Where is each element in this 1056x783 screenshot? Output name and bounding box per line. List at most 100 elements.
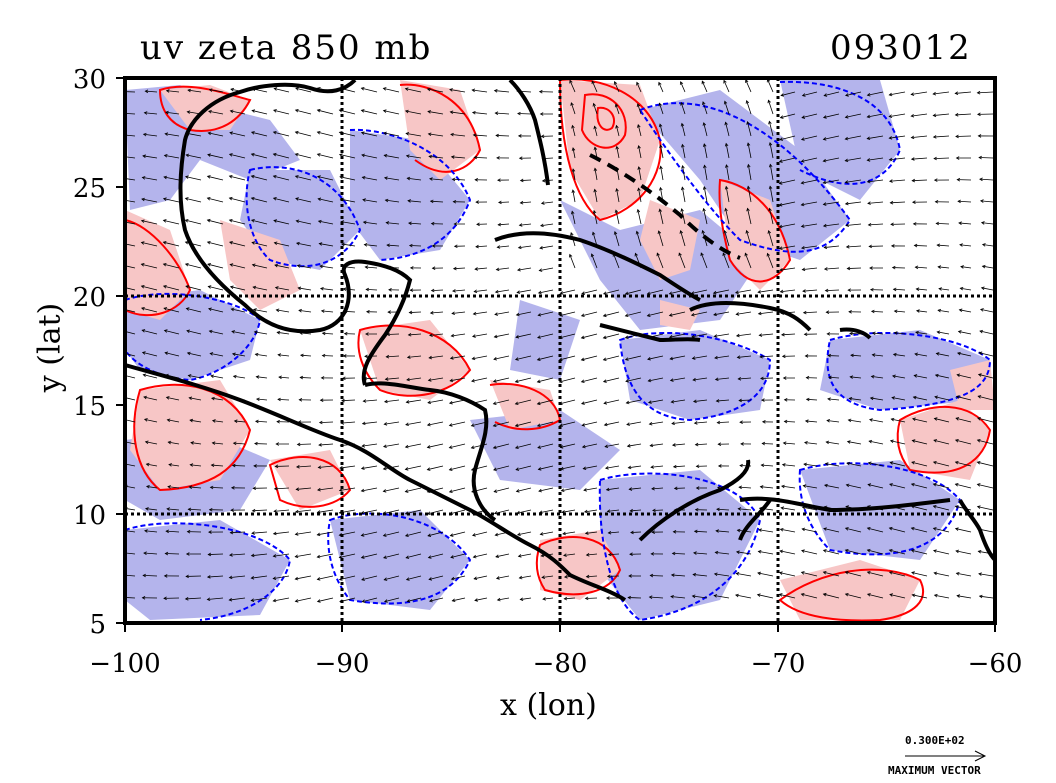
wind-vector-head bbox=[891, 396, 896, 400]
wind-vector-head bbox=[142, 373, 147, 377]
wind-vector bbox=[591, 80, 598, 93]
wind-vector-head bbox=[278, 375, 282, 380]
wind-vector bbox=[539, 509, 554, 514]
wind-vector bbox=[758, 289, 774, 293]
wind-vector-head bbox=[783, 419, 788, 424]
wind-vector bbox=[693, 552, 708, 555]
wind-vector bbox=[761, 464, 774, 467]
wind-vector bbox=[823, 549, 840, 555]
wind-vector bbox=[144, 418, 158, 423]
wind-vector bbox=[823, 223, 840, 227]
wind-vector bbox=[824, 506, 840, 511]
wind-vector-head bbox=[250, 598, 255, 602]
wind-vector-head bbox=[163, 574, 168, 578]
wind-vector-head bbox=[364, 265, 369, 269]
wind-vector bbox=[616, 125, 620, 137]
wind-vector-head bbox=[168, 463, 172, 467]
wind-vector bbox=[427, 111, 444, 115]
wind-vector-head bbox=[229, 109, 234, 114]
tick-marks bbox=[116, 77, 996, 632]
wind-vector bbox=[845, 571, 862, 577]
wind-vector-head bbox=[659, 186, 663, 191]
wind-vector bbox=[867, 157, 884, 161]
wind-vector bbox=[429, 575, 444, 580]
wind-vector bbox=[208, 286, 224, 291]
wind-vector-head bbox=[672, 464, 677, 469]
wind-vector-head bbox=[758, 506, 763, 511]
wind-vector bbox=[845, 113, 862, 118]
wind-vector-head bbox=[668, 313, 673, 317]
wind-vector bbox=[166, 90, 180, 93]
wind-vector-head bbox=[229, 553, 233, 557]
wind-vector bbox=[146, 486, 158, 489]
wind-vector-head bbox=[780, 93, 785, 97]
wind-vector bbox=[187, 352, 202, 357]
wind-vector bbox=[977, 528, 994, 533]
wind-vector bbox=[651, 465, 664, 468]
wind-vector-head bbox=[804, 419, 809, 423]
wind-vector-head bbox=[650, 465, 654, 469]
wind-vector-head bbox=[580, 335, 585, 340]
wind-vector bbox=[166, 396, 180, 401]
wind-vector-head bbox=[360, 109, 365, 113]
wind-vector bbox=[586, 553, 598, 556]
wind-vector bbox=[163, 307, 180, 313]
wind-vector bbox=[211, 397, 224, 401]
wind-vector bbox=[625, 311, 642, 317]
wind-vector bbox=[317, 131, 334, 137]
wind-vector-head bbox=[406, 377, 410, 382]
wind-vector-head bbox=[956, 177, 961, 182]
wind-vector bbox=[234, 420, 246, 423]
wind-vector bbox=[383, 110, 400, 115]
wind-vector bbox=[210, 352, 224, 357]
wind-vector bbox=[185, 241, 202, 247]
wind-vector-head bbox=[493, 467, 497, 471]
wind-vector-head bbox=[957, 351, 961, 356]
wind-vector bbox=[538, 311, 554, 316]
wind-vector-head bbox=[165, 110, 169, 115]
wind-vector-head bbox=[471, 88, 476, 93]
wind-vector bbox=[934, 157, 950, 159]
wind-vector-head bbox=[637, 166, 641, 170]
wind-vector-head bbox=[717, 464, 722, 468]
wind-vector bbox=[916, 288, 928, 291]
wind-vector bbox=[605, 465, 620, 469]
wind-vector-head bbox=[735, 333, 740, 338]
wind-vector bbox=[845, 506, 862, 511]
wind-vector-head bbox=[613, 230, 618, 235]
wind-vector-head bbox=[427, 110, 431, 114]
wind-vector bbox=[207, 197, 224, 203]
wind-vector-head bbox=[735, 312, 740, 316]
wind-vector bbox=[451, 333, 466, 337]
wind-vector bbox=[937, 244, 950, 247]
wind-vector-head bbox=[294, 130, 299, 135]
wind-vector bbox=[869, 440, 884, 445]
wind-vector-head bbox=[338, 488, 343, 492]
wind-vector-head bbox=[185, 552, 190, 556]
wind-vector-head bbox=[656, 252, 660, 257]
wind-vector bbox=[519, 575, 532, 579]
wind-vector-head bbox=[541, 178, 546, 183]
wind-vector-head bbox=[206, 575, 211, 579]
wind-vector-head bbox=[803, 462, 807, 467]
wind-vector bbox=[649, 596, 664, 599]
wind-vector-head bbox=[474, 598, 478, 602]
wind-vector-head bbox=[365, 287, 370, 292]
wind-vector bbox=[894, 332, 906, 335]
wind-vector-head bbox=[712, 290, 717, 295]
wind-vector bbox=[693, 377, 708, 381]
wind-vector-head bbox=[300, 353, 304, 358]
wind-vector bbox=[384, 399, 400, 403]
wind-vector-head bbox=[695, 486, 700, 490]
wind-vector bbox=[520, 201, 532, 204]
wind-vector-head bbox=[341, 398, 345, 403]
wind-vector-head bbox=[651, 530, 656, 534]
wind-vector-head bbox=[452, 199, 457, 204]
wind-vector bbox=[716, 530, 730, 533]
wind-vector-head bbox=[231, 463, 236, 468]
wind-vector bbox=[958, 331, 972, 335]
wind-vector-head bbox=[537, 467, 542, 471]
wind-vector-head bbox=[651, 486, 655, 491]
wind-vector-head bbox=[184, 596, 189, 601]
wind-vector-head bbox=[760, 463, 765, 468]
